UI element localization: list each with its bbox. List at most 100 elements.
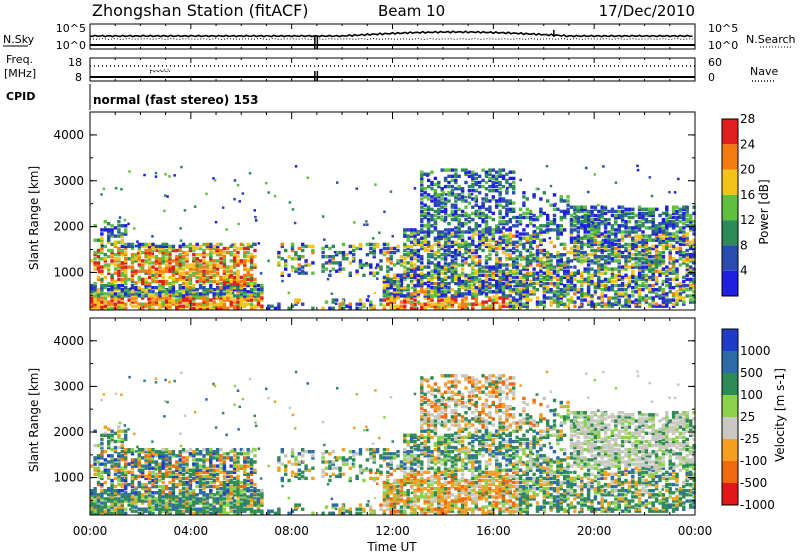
range-gate-cell [610,240,615,244]
range-gate-cell [539,273,543,277]
range-gate-cell [471,240,475,244]
range-gate-cell [205,288,210,292]
range-gate-cell [219,281,223,286]
range-gate-cell [372,306,376,310]
range-gate-cell [620,277,625,282]
range-gate-cell [124,290,128,294]
range-gate-cell [447,304,451,308]
range-gate-cell [437,184,441,189]
range-gate-cell [467,302,472,306]
range-gate-cell [175,277,179,282]
range-gate-cell [597,248,601,253]
range-gate-cell [409,306,414,310]
range-gate-cell [406,271,410,275]
range-gate-cell [413,228,417,232]
range-gate-cell [597,279,601,284]
range-gate-cell [219,242,223,247]
range-gate-cell [130,267,135,271]
range-gate-cell [600,255,604,259]
range-gate-cell [215,250,220,255]
range-gate-cell [467,273,472,277]
range-gate-cell [590,273,594,277]
range-gate-cell [549,288,553,292]
range-gate-cell [345,257,349,261]
range-gate-cell [437,238,441,242]
range-gate-cell [171,495,176,499]
range-gate-cell [549,271,553,275]
range-gate-cell [413,236,417,240]
range-gate-cell [409,296,414,300]
range-gate-cell [617,228,621,232]
range-gate-cell [341,306,346,310]
range-gate-cell [678,238,683,242]
range-gate-cell [369,250,373,255]
range-gate-cell [603,279,608,284]
range-gate-cell [671,246,676,251]
range-gate-cell [654,226,659,230]
range-gate-cell [624,300,628,304]
range-gate-cell [682,236,686,240]
range-gate-cell [430,199,434,203]
range-gate-cell [161,452,165,456]
range-gate-cell [137,257,141,261]
range-gate-cell [147,472,152,476]
range-gate-cell [118,216,122,219]
range-gate-cell [382,286,387,290]
range-gate-cell [161,304,165,308]
range-gate-cell [130,466,135,470]
range-gate-cell [586,211,591,216]
range-gate-cell [175,464,179,468]
range-gate-cell [178,503,182,507]
range-gate-cell [443,199,448,203]
range-gate-cell [512,306,516,310]
range-gate-cell [524,248,528,251]
range-gate-cell [508,304,512,308]
range-gate-cell [583,234,587,238]
range-gate-cell [433,286,438,290]
range-gate-cell [386,259,390,263]
range-gate-cell [171,259,176,263]
range-gate-cell [464,306,468,310]
range-gate-cell [338,306,342,310]
range-gate-cell [117,228,121,232]
range-gate-cell [141,448,145,452]
range-gate-cell [634,290,637,294]
range-gate-cell [243,283,247,288]
range-gate-cell [416,281,421,286]
range-gate-cell [454,250,458,255]
range-gate-cell [689,215,693,220]
range-gate-cell [168,460,172,464]
range-gate-cell [141,250,145,255]
range-gate-cell [144,474,148,479]
range-gate-cell [603,244,608,249]
range-gate-cell [253,255,257,259]
range-gate-cell [430,290,434,294]
range-gate-cell [161,294,165,298]
range-gate-cell [539,213,543,218]
range-gate-cell [168,275,172,280]
range-gate-cell [471,234,475,238]
range-gate-cell [566,283,570,288]
range-gate-cell [658,304,662,308]
range-gate-cell [580,283,584,288]
range-gate-cell [205,302,210,306]
range-gate-cell [498,281,502,286]
range-gate-cell [508,294,512,298]
range-gate-cell [460,279,465,284]
range-gate-cell [668,244,672,249]
range-gate-cell [161,460,165,464]
range-gate-cell [392,290,397,294]
range-gate-cell [535,250,540,255]
range-gate-cell [498,290,502,294]
range-gate-cell [147,454,152,458]
range-gate-cell [444,193,448,196]
range-gate-cell [161,458,165,462]
range-gate-cell [573,205,577,209]
range-gate-cell [307,244,312,249]
range-gate-cell [538,263,542,267]
range-gate-cell [539,224,543,228]
range-gate-cell [467,184,472,189]
range-gate-cell [631,263,635,267]
range-gate-cell [593,205,598,209]
range-gate-cell [124,478,128,483]
